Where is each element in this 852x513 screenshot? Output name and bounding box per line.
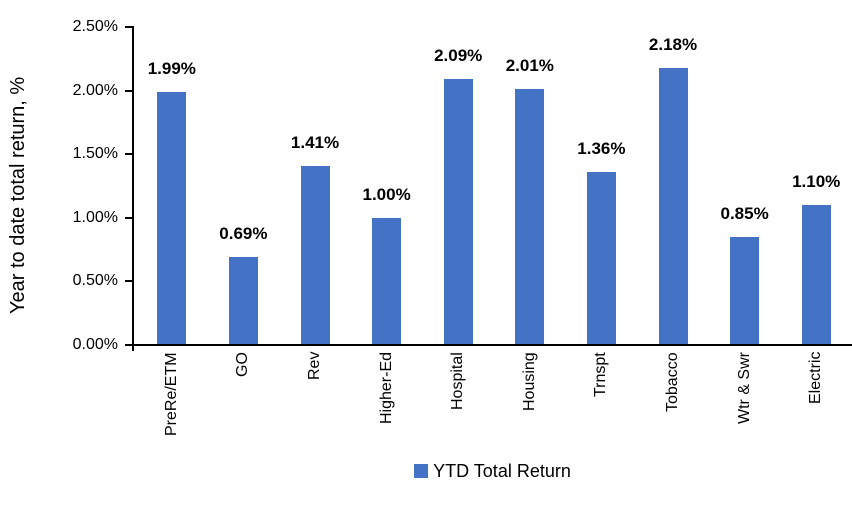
- bar-value-label: 2.01%: [505, 56, 554, 76]
- y-tick-mark: [125, 153, 132, 156]
- y-tick-label: 0.00%: [72, 336, 118, 353]
- x-category-label: Wtr & Swr: [735, 352, 753, 424]
- x-category-label: GO: [234, 352, 252, 377]
- y-tick-mark: [125, 216, 132, 219]
- bar-value-label: 2.09%: [434, 46, 483, 66]
- bar-value-label: 1.41%: [290, 132, 340, 152]
- bar-rev: [300, 165, 330, 345]
- bar-prere-etm: [157, 91, 187, 345]
- legend-swatch: [414, 464, 429, 478]
- y-tick-label: 2.00%: [72, 81, 118, 99]
- bar-housing: [515, 89, 545, 345]
- bar-value-label: 1.36%: [577, 139, 626, 158]
- y-axis-line: [132, 26, 134, 351]
- y-tick-label: 1.50%: [72, 145, 118, 163]
- y-tick-label: 0.50%: [72, 272, 118, 290]
- bar-electric: [801, 205, 831, 345]
- x-category-label: Rev: [306, 352, 323, 381]
- y-axis-title: Year to date total return, %: [7, 76, 29, 314]
- y-tick-mark: [125, 26, 132, 28]
- bar-value-label: 0.85%: [720, 203, 769, 223]
- x-category-label: Hospital: [449, 352, 467, 410]
- bar-tobacco: [658, 67, 688, 345]
- bar-value-label: 2.18%: [648, 34, 698, 54]
- bar-trnspt: [586, 172, 616, 345]
- y-tick-mark: [125, 89, 132, 92]
- x-category-label: Housing: [520, 352, 538, 411]
- x-category-label: Higher-Ed: [377, 352, 395, 425]
- x-category-label: Electric: [807, 352, 825, 405]
- legend: YTD Total Return: [133, 461, 852, 481]
- x-axis-line: [125, 344, 852, 346]
- y-tick-label: 2.50%: [72, 18, 118, 35]
- x-category-label: Trnspt: [592, 352, 610, 397]
- bar-hospital: [443, 79, 473, 345]
- y-tick-mark: [125, 280, 132, 283]
- bar-value-label: 1.00%: [362, 184, 411, 204]
- y-tick-label: 1.00%: [72, 208, 118, 226]
- legend-label: YTD Total Return: [433, 461, 571, 481]
- bar-wtr-swr: [730, 236, 760, 345]
- x-category-label: PreRe/ETM: [162, 352, 180, 436]
- bar-higher-ed: [372, 217, 402, 345]
- bar-value-label: 1.99%: [147, 58, 196, 78]
- bar-value-label: 1.10%: [792, 172, 841, 192]
- x-category-label: Tobacco: [664, 352, 681, 412]
- bar-value-label: 0.69%: [219, 224, 268, 244]
- bar-go: [228, 257, 258, 345]
